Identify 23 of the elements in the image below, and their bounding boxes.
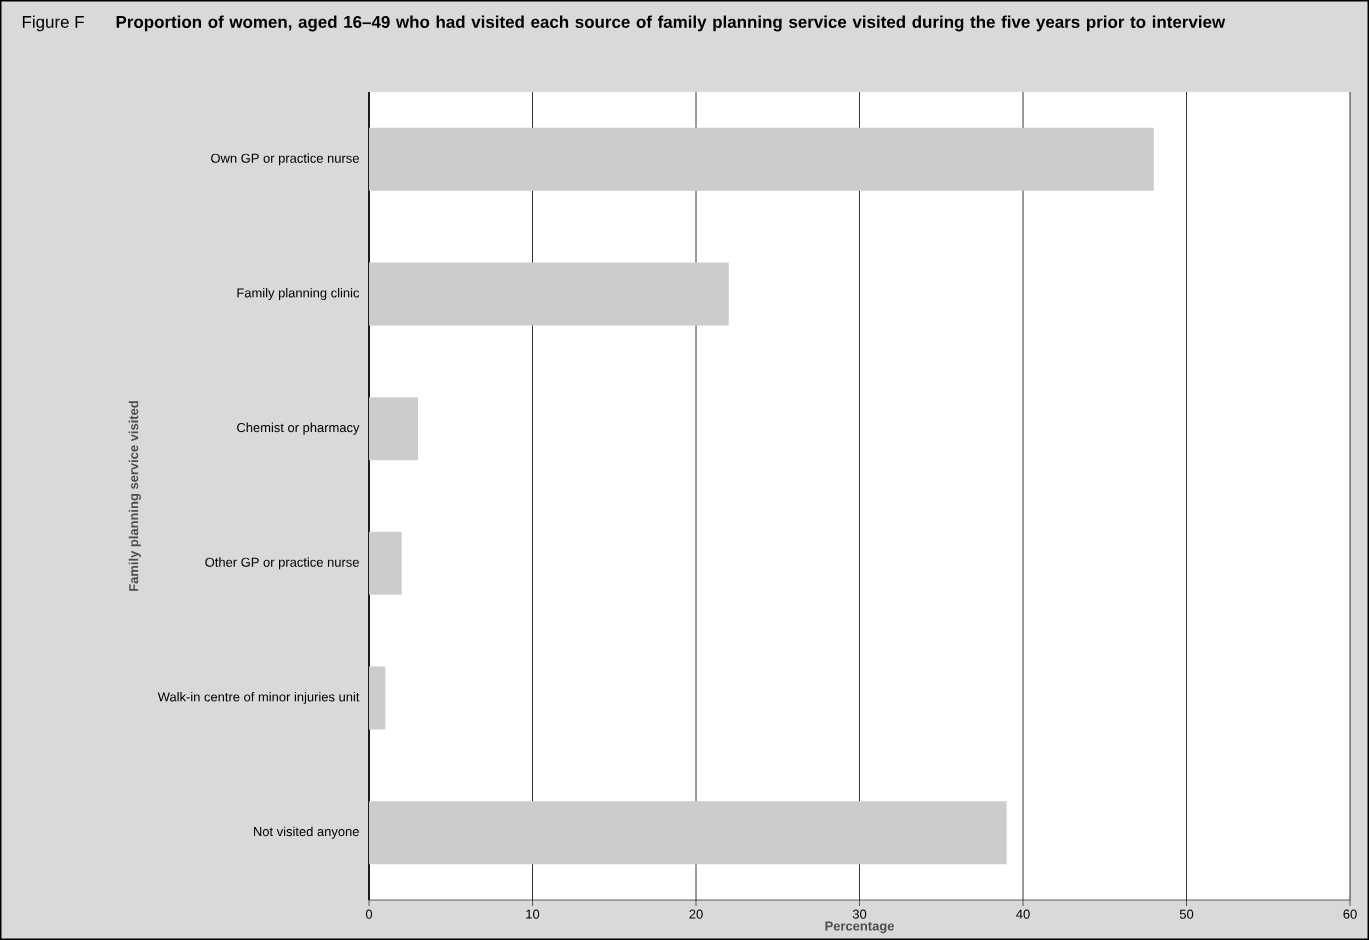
bar (369, 262, 729, 326)
bar (369, 127, 1154, 191)
bar (369, 666, 386, 730)
y-tick-label: Own GP or practice nurse (211, 153, 359, 166)
bar (369, 397, 419, 461)
x-tick-label: 20 (689, 909, 703, 919)
y-axis-title: Family planning service visited (128, 401, 141, 591)
text: Figure F (22, 15, 84, 32)
y-tick-label: Walk-in centre of minor injuries unit (157, 691, 360, 705)
x-tick-label: 50 (1179, 909, 1194, 919)
y-tick-label: Not visited anyone (254, 826, 359, 839)
x-tick-label: 0 (365, 909, 373, 919)
x-tick-label: 60 (1343, 909, 1357, 919)
x-tick-label: 40 (1016, 909, 1030, 919)
y-tick-label: Family planning clinic (237, 287, 360, 301)
y-tick-label: Other GP or practice nurse (205, 557, 359, 570)
x-tick-label: 10 (526, 909, 540, 919)
x-tick-label: 30 (852, 909, 867, 919)
x-axis-title: Percentage (825, 921, 894, 934)
y-tick-label: Chemist or pharmacy (237, 422, 360, 435)
bar (369, 531, 402, 595)
chart-title: Proportion of women, aged 16–49 who had visited each source of family planning service visited during the five years prior to interview (116, 15, 1226, 32)
bar (369, 801, 1007, 865)
